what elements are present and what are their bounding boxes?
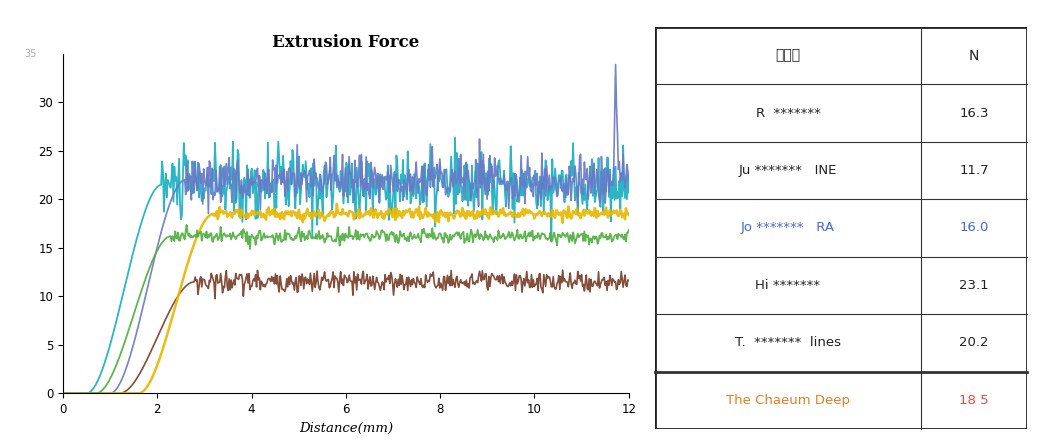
- Text: Hi *******: Hi *******: [756, 279, 821, 292]
- Text: Jo *******   RA: Jo ******* RA: [741, 221, 835, 235]
- Text: N: N: [968, 49, 979, 63]
- Text: The Chaeum Deep: The Chaeum Deep: [726, 394, 850, 407]
- Text: 18 5: 18 5: [959, 394, 989, 407]
- Text: R  *******: R *******: [756, 106, 821, 119]
- Text: 11.7: 11.7: [959, 164, 989, 177]
- Text: Ju *******   INE: Ju ******* INE: [739, 164, 837, 177]
- Text: 20.2: 20.2: [959, 337, 988, 350]
- Text: 35: 35: [24, 49, 37, 59]
- Text: 16.0: 16.0: [959, 221, 988, 235]
- FancyBboxPatch shape: [655, 27, 1027, 429]
- Text: 16.3: 16.3: [959, 106, 988, 119]
- Text: 23.1: 23.1: [959, 279, 989, 292]
- X-axis label: Distance(mm): Distance(mm): [299, 422, 393, 434]
- Text: 제품명: 제품명: [776, 49, 801, 63]
- Text: T.  *******  lines: T. ******* lines: [735, 337, 840, 350]
- Title: Extrusion Force: Extrusion Force: [272, 34, 419, 51]
